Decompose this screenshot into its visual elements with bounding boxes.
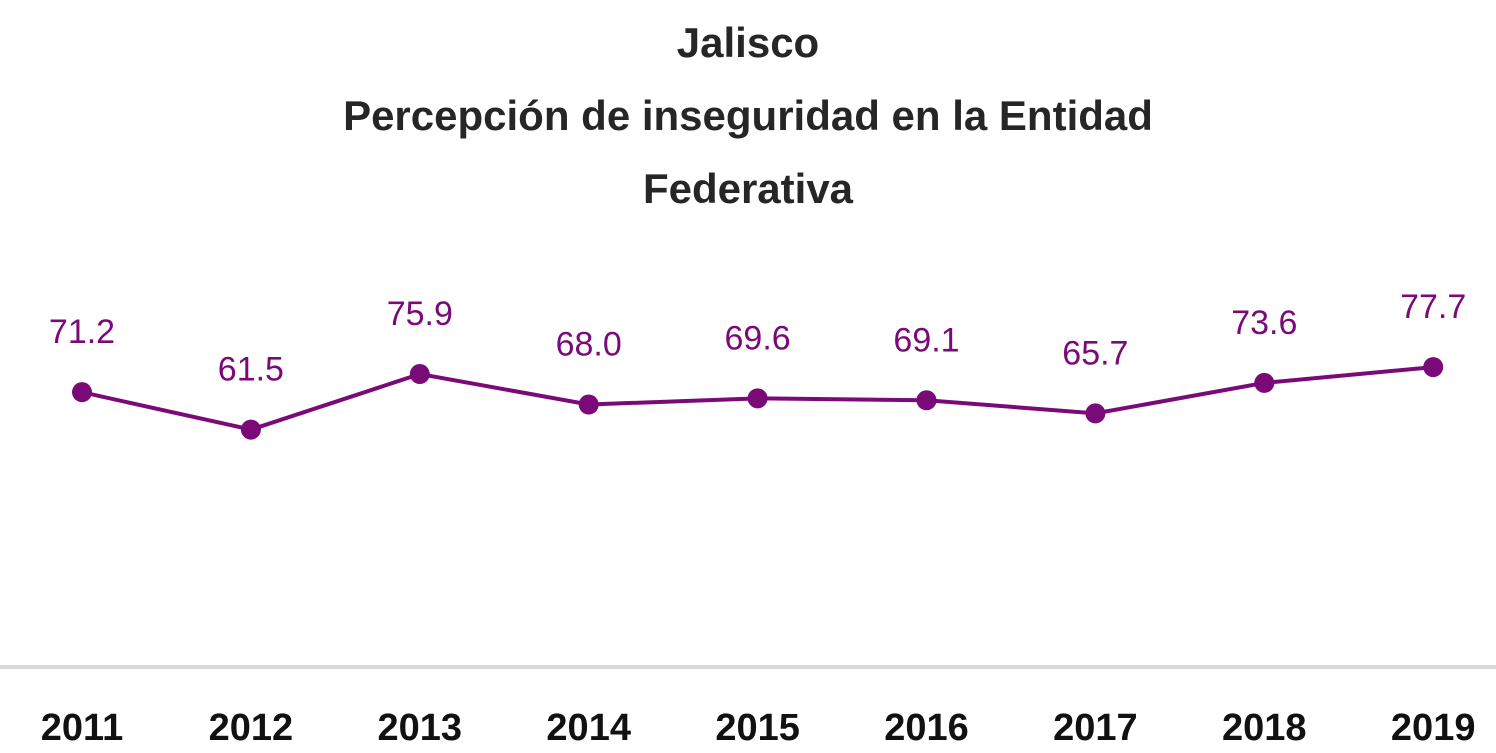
data-point xyxy=(1254,372,1275,393)
data-label: 75.9 xyxy=(387,295,453,333)
data-label: 61.5 xyxy=(218,351,284,389)
data-label: 77.7 xyxy=(1400,288,1466,326)
data-point xyxy=(240,419,261,440)
data-label: 69.1 xyxy=(893,321,959,359)
x-tick-label: 2013 xyxy=(378,707,463,749)
x-tick-label: 2012 xyxy=(209,707,294,749)
x-tick-label: 2019 xyxy=(1391,707,1476,749)
chart-subtitle: Percepción de inseguridad en la Entidad … xyxy=(343,92,1153,212)
x-tick-label: 2015 xyxy=(715,707,800,749)
data-label: 73.6 xyxy=(1231,304,1297,342)
x-tick-label: 2011 xyxy=(41,707,123,749)
data-label: 68.0 xyxy=(556,326,622,364)
data-label: 71.2 xyxy=(49,313,115,351)
data-point xyxy=(1085,403,1106,424)
x-tick-label: 2017 xyxy=(1053,707,1138,749)
data-label: 65.7 xyxy=(1062,334,1128,372)
x-tick-label: 2016 xyxy=(884,707,969,749)
data-point xyxy=(409,364,430,385)
data-point xyxy=(1423,357,1444,378)
data-point xyxy=(578,394,599,415)
data-point xyxy=(72,382,92,403)
x-tick-label: 2018 xyxy=(1222,707,1307,749)
data-point xyxy=(747,388,768,409)
data-point xyxy=(916,390,937,411)
x-tick-label: 2014 xyxy=(546,707,631,749)
data-label: 69.6 xyxy=(725,319,791,357)
chart-title: Jalisco xyxy=(676,19,820,66)
